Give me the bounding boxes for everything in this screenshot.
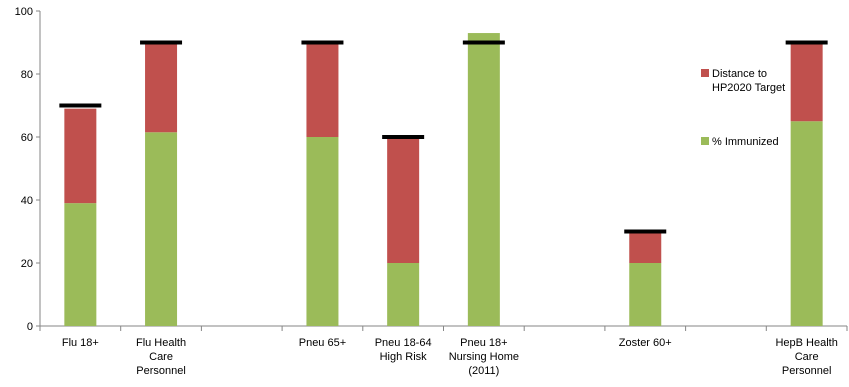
x-tick-label: Care <box>795 351 819 363</box>
legend-swatch <box>701 137 709 145</box>
x-tick-label: Flu Health <box>136 337 186 349</box>
x-tick-label: HepB Health <box>775 337 837 349</box>
x-tick-label: Pneu 65+ <box>299 337 346 349</box>
y-tick-label: 40 <box>21 195 33 207</box>
bar-distance-to-target <box>64 108 97 204</box>
legend: Distance to HP2020 Target % Immunized <box>701 68 785 148</box>
x-tick-label: Personnel <box>136 365 186 377</box>
x-tick-label: Pneu 18-64 <box>375 337 432 349</box>
bar-immunized <box>790 121 823 326</box>
bars <box>64 33 823 327</box>
x-tick-label: Zoster 60+ <box>619 337 672 349</box>
bar-immunized <box>306 137 339 326</box>
legend-label: Distance to <box>712 68 767 80</box>
x-tick-label: High Risk <box>380 351 428 363</box>
x-tick-label: Pneu 18+ <box>460 337 507 349</box>
bar-distance-to-target <box>790 42 823 122</box>
x-axis <box>39 325 848 331</box>
x-tick-label: Care <box>149 351 173 363</box>
legend-label: HP2020 Target <box>712 82 785 94</box>
bar-immunized <box>467 33 500 327</box>
y-tick-label: 20 <box>21 258 33 270</box>
bar-distance-to-target <box>306 42 339 137</box>
legend-swatch <box>701 69 709 77</box>
target-markers <box>59 40 828 234</box>
y-tick-label: 80 <box>21 69 33 81</box>
x-tick-label: Nursing Home <box>449 351 519 363</box>
bar-distance-to-target <box>629 231 662 263</box>
x-tick-label: (2011) <box>468 365 499 377</box>
x-tick-labels: Flu 18+ Flu Health Care Personnel Pneu 65+ Pn… <box>62 337 838 377</box>
y-tick-label: 0 <box>27 321 33 333</box>
x-tick-label: Personnel <box>782 365 832 377</box>
bar-immunized <box>387 263 420 326</box>
y-tick-label: 100 <box>15 6 33 18</box>
bar-immunized <box>629 263 662 326</box>
y-axis: 0 20 40 60 80 100 <box>15 6 41 333</box>
bar-immunized <box>64 203 97 326</box>
bar-distance-to-target <box>145 42 178 133</box>
y-tick-label: 60 <box>21 132 33 144</box>
x-tick-label: Flu 18+ <box>62 337 99 349</box>
bar-immunized <box>145 132 178 326</box>
bar-distance-to-target <box>387 137 420 263</box>
legend-label: % Immunized <box>712 136 779 148</box>
